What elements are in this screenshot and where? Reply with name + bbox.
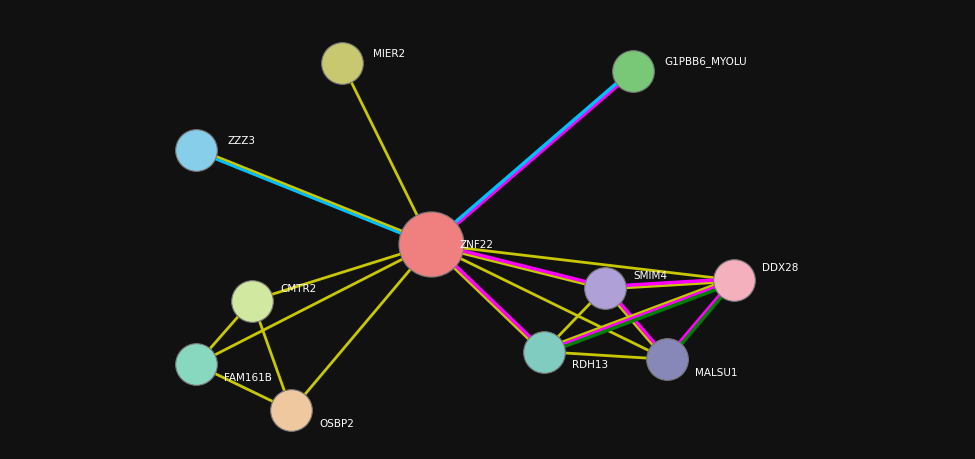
Text: FAM161B: FAM161B	[224, 372, 272, 382]
Point	[188, 361, 204, 368]
Text: G1PBB6_MYOLU: G1PBB6_MYOLU	[665, 56, 747, 67]
Point	[726, 277, 742, 284]
Point	[535, 348, 551, 356]
Point	[284, 407, 299, 414]
Point	[245, 297, 260, 305]
Point	[334, 60, 350, 67]
Text: ZZZ3: ZZZ3	[227, 135, 255, 145]
Text: OSBP2: OSBP2	[320, 418, 354, 428]
Point	[598, 285, 613, 292]
Text: ZNF22: ZNF22	[459, 240, 493, 250]
Text: DDX28: DDX28	[762, 263, 799, 273]
Point	[625, 68, 641, 75]
Text: SMIM4: SMIM4	[633, 270, 667, 280]
Point	[659, 356, 675, 363]
Text: RDH13: RDH13	[571, 360, 607, 369]
Text: MALSU1: MALSU1	[695, 367, 737, 377]
Point	[424, 241, 440, 248]
Text: CMTR2: CMTR2	[280, 283, 317, 293]
Text: MIER2: MIER2	[373, 49, 406, 59]
Point	[188, 147, 204, 154]
